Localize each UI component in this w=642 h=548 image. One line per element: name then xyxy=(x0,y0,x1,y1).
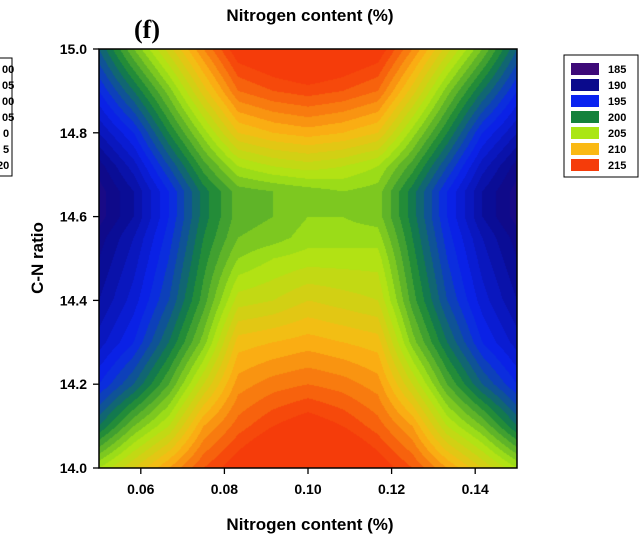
legend-swatch xyxy=(571,79,599,91)
clipped-legend-label: 0 xyxy=(3,128,9,140)
x-tick-label: 0.08 xyxy=(211,481,238,497)
x-axis: 0.06 0.08 0.10 0.12 0.14 xyxy=(127,468,489,497)
legend-label: 205 xyxy=(608,128,626,140)
y-tick-label: 14.0 xyxy=(60,460,87,476)
legend-label: 210 xyxy=(608,144,626,156)
clipped-legend-label: 00 xyxy=(2,96,14,108)
y-tick-label: 14.2 xyxy=(60,376,87,392)
legend-swatch xyxy=(571,111,599,123)
x-tick-label: 0.06 xyxy=(127,481,154,497)
clipped-legend-label: 05 xyxy=(2,112,14,124)
panel-label: (f) xyxy=(134,15,160,44)
x-tick-label: 0.14 xyxy=(462,481,489,497)
clipped-legend-label: 20 xyxy=(0,160,9,172)
legend-label: 200 xyxy=(608,112,626,124)
chart-title: Nitrogen content (%) xyxy=(226,6,393,25)
clipped-legend-left: 00 05 00 05 0 5 20 xyxy=(0,57,14,177)
legend: 185 190 195 200 205 210 215 xyxy=(563,54,639,178)
y-tick-label: 15.0 xyxy=(60,41,87,57)
clipped-legend-left-frame xyxy=(0,57,13,177)
legend-label: 195 xyxy=(608,96,626,108)
legend-label: 215 xyxy=(608,160,626,172)
y-tick-label: 14.6 xyxy=(60,209,87,225)
x-axis-label: Nitrogen content (%) xyxy=(226,515,393,534)
clipped-legend-label: 5 xyxy=(3,144,9,156)
clipped-legend-label: 00 xyxy=(2,64,14,76)
y-tick-label: 14.8 xyxy=(60,125,87,141)
legend-swatch xyxy=(571,63,599,75)
legend-swatch xyxy=(571,95,599,107)
y-tick-label: 14.4 xyxy=(60,292,87,308)
legend-swatch xyxy=(571,143,599,155)
legend-swatch xyxy=(571,159,599,171)
x-tick-label: 0.10 xyxy=(294,481,321,497)
y-axis-label: C-N ratio xyxy=(28,222,47,294)
contour-fill xyxy=(99,49,517,468)
contour-fill-layer xyxy=(99,49,517,468)
clipped-legend-label: 05 xyxy=(2,80,14,92)
legend-label: 185 xyxy=(608,64,626,76)
legend-swatch xyxy=(571,127,599,139)
x-tick-label: 0.12 xyxy=(378,481,405,497)
legend-label: 190 xyxy=(608,80,626,92)
y-axis: 14.0 14.2 14.4 14.6 14.8 15.0 xyxy=(60,41,99,476)
